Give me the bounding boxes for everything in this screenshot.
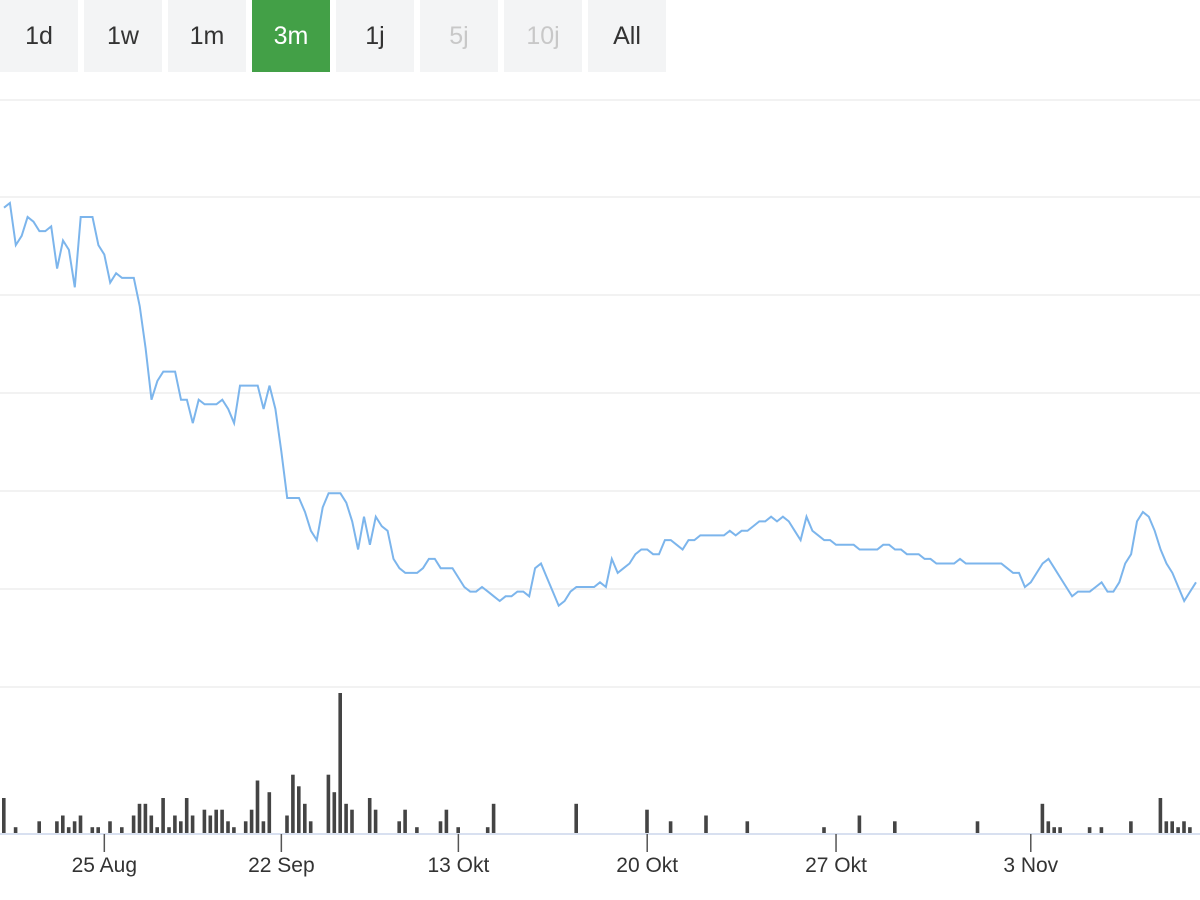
volume-bar [131,815,136,833]
range-button-5j: 5j [420,0,498,72]
volume-bar [438,821,443,833]
price-line [3,201,1197,608]
volume-bar [332,792,337,833]
volume-bar [226,821,230,833]
x-tick-label: 13 Okt [427,854,489,877]
volume-bar [261,821,266,833]
volume-bar [344,803,348,833]
volume-bar [367,798,372,833]
x-tick-label: 27 Okt [805,854,867,877]
volume-bar [297,786,301,833]
volume-bar [190,815,195,833]
volume-bar [397,821,401,833]
range-button-1d[interactable]: 1d [0,0,78,72]
volume-bar [291,774,295,833]
volume-bar [308,821,313,833]
volume-bar [90,827,95,833]
volume-bar [143,803,148,833]
volume-bar [232,827,236,833]
range-selector: 1d 1w 1m 3m 1j 5j 10j All [0,0,666,72]
range-button-All[interactable]: All [588,0,666,72]
volume-bar [1176,827,1180,833]
range-button-10j: 10j [504,0,582,72]
volume-bar [96,827,100,833]
volume-bar [1052,827,1056,833]
volume-bar [1087,827,1092,833]
volume-bar [120,827,124,833]
volume-bar [167,827,171,833]
volume-bar [485,827,490,833]
volume-bar [1158,798,1163,833]
volume-bar [2,798,6,833]
volume-bar [37,821,41,833]
volume-bar [303,803,307,833]
volume-bar [491,803,496,833]
volume-bars [2,693,1192,833]
volume-bar [822,827,826,833]
volume-bar [1188,827,1192,833]
volume-bar [338,693,342,833]
volume-bar [267,792,272,833]
volume-bar [66,827,71,833]
volume-bar [1182,821,1186,833]
volume-bar [72,821,77,833]
volume-bar [1164,821,1169,833]
volume-bar [668,821,673,833]
volume-bar [78,815,83,833]
grid-lines [0,99,1200,688]
volume-bar [155,827,159,833]
volume-bar [249,809,254,833]
volume-bar [975,821,980,833]
volume-bar [1040,803,1045,833]
volume-bar [214,809,218,833]
volume-bar [184,798,189,833]
volume-bar [149,815,154,833]
range-button-1m[interactable]: 1m [168,0,246,72]
volume-bar [173,815,177,833]
volume-bar [645,809,649,833]
volume-bar [373,809,378,833]
volume-bar [893,821,897,833]
volume-bar [415,827,419,833]
volume-bar [350,809,354,833]
volume-bar [403,809,407,833]
volume-bar [108,821,112,833]
volume-bar [1058,827,1062,833]
volume-bar [456,827,460,833]
x-axis: 25 Aug 22 Sep 13 Okt 20 Okt 27 Okt 3 Nov [0,833,1200,877]
x-tick-label: 22 Sep [248,854,315,877]
volume-bar [179,821,183,833]
volume-bar [55,821,59,833]
volume-bar [208,815,213,833]
volume-bar [243,821,248,833]
range-button-3m[interactable]: 3m [252,0,330,72]
volume-bar [255,780,260,833]
volume-bar [1046,821,1051,833]
volume-bar [857,815,862,833]
volume-bar [13,827,18,833]
range-button-1j[interactable]: 1j [336,0,414,72]
volume-bar [1129,821,1133,833]
volume-bar [137,803,142,833]
volume-bar [220,809,224,833]
volume-bar [202,809,207,833]
x-tick-label: 25 Aug [72,854,137,877]
volume-bar [704,815,708,833]
volume-bar [61,815,65,833]
volume-bar [161,798,165,833]
volume-bar [1170,821,1174,833]
volume-bar [1099,827,1104,833]
volume-bar [444,809,449,833]
volume-bar [574,803,578,833]
volume-bar [285,815,289,833]
volume-bar [326,774,331,833]
range-button-1w[interactable]: 1w [84,0,162,72]
x-tick-label: 3 Nov [1003,854,1058,877]
volume-bar [745,821,750,833]
x-tick-label: 20 Okt [616,854,678,877]
